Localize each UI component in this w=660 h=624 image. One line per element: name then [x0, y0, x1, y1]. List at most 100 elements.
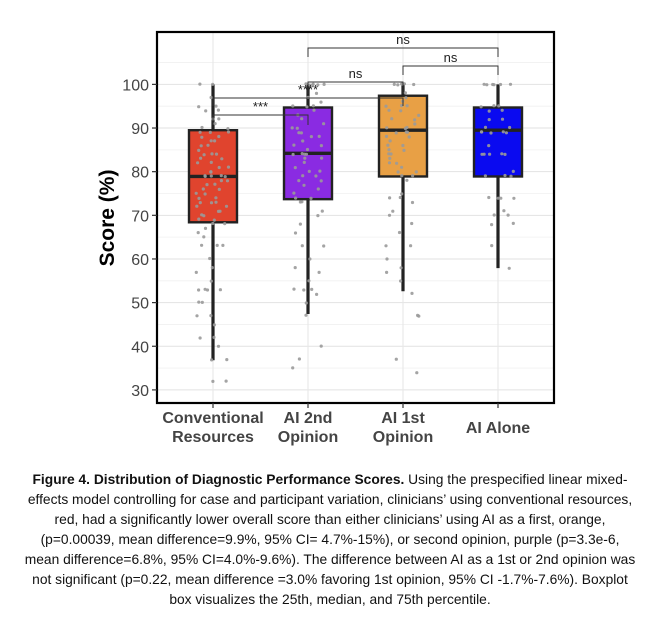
- data-point: [297, 357, 301, 361]
- data-point: [215, 243, 219, 247]
- box-plots: [187, 84, 524, 361]
- data-point: [196, 231, 200, 235]
- data-point: [500, 108, 504, 112]
- data-point: [211, 379, 215, 383]
- data-point: [212, 218, 216, 222]
- data-point: [214, 104, 218, 108]
- data-point: [316, 214, 320, 218]
- data-point: [291, 152, 295, 157]
- data-point: [319, 344, 323, 348]
- data-point: [202, 153, 206, 157]
- data-point: [290, 126, 294, 130]
- data-point: [405, 125, 409, 130]
- x-tick-label-line: Opinion: [278, 429, 338, 446]
- data-point: [400, 104, 404, 108]
- data-point: [492, 213, 496, 217]
- data-point: [210, 152, 214, 156]
- data-point: [479, 105, 483, 109]
- data-point: [304, 313, 308, 317]
- data-point: [399, 266, 403, 270]
- data-point: [305, 105, 309, 109]
- data-point: [410, 221, 414, 226]
- data-point: [318, 169, 322, 173]
- data-point: [205, 183, 209, 187]
- data-point: [511, 221, 515, 225]
- data-point: [479, 130, 484, 134]
- data-point: [491, 82, 495, 87]
- data-point: [390, 117, 394, 121]
- data-point: [221, 243, 225, 247]
- data-point: [400, 82, 404, 86]
- data-point: [400, 165, 404, 169]
- data-point: [392, 82, 396, 86]
- data-point: [314, 174, 318, 178]
- significance-bracket: [307, 81, 404, 94]
- data-point: [304, 82, 308, 86]
- data-point: [301, 174, 305, 178]
- data-point: [294, 196, 298, 200]
- y-tick-label: 30: [131, 383, 149, 400]
- data-point: [316, 187, 320, 191]
- data-point: [297, 131, 301, 135]
- data-point: [302, 288, 306, 292]
- data-point: [414, 170, 418, 174]
- data-point: [386, 143, 390, 147]
- data-point: [199, 156, 203, 160]
- data-point: [411, 174, 415, 178]
- data-point: [388, 156, 392, 160]
- data-point: [487, 109, 491, 113]
- data-point: [385, 126, 389, 130]
- data-point: [506, 213, 510, 217]
- data-point: [482, 82, 486, 86]
- data-point: [490, 223, 494, 227]
- data-point: [396, 83, 400, 87]
- data-point: [216, 344, 221, 348]
- significance-label: ns: [444, 50, 458, 65]
- data-point: [398, 195, 402, 200]
- data-point: [302, 160, 306, 164]
- data-point: [498, 82, 503, 87]
- data-point: [500, 117, 505, 121]
- data-point: [197, 105, 201, 109]
- data-point: [292, 287, 296, 291]
- data-point: [210, 358, 214, 362]
- x-tick-label-line: AI Alone: [466, 420, 530, 437]
- data-point: [225, 179, 230, 183]
- data-point: [203, 174, 207, 178]
- data-point: [219, 174, 223, 178]
- data-point: [387, 108, 391, 112]
- data-point: [194, 270, 198, 274]
- data-point: [195, 204, 199, 208]
- data-point: [197, 148, 201, 152]
- data-point: [403, 91, 407, 95]
- data-point: [396, 170, 400, 174]
- data-point: [405, 178, 409, 182]
- significance-bracket: [212, 97, 404, 106]
- data-point: [387, 148, 391, 152]
- data-point: [301, 139, 305, 143]
- x-tick-label-line: Opinion: [373, 429, 433, 446]
- data-point: [499, 196, 503, 200]
- significance-bracket: [402, 65, 499, 75]
- y-tick-label: 70: [131, 208, 149, 225]
- data-point: [400, 174, 404, 178]
- data-point: [308, 257, 312, 261]
- data-point: [417, 113, 421, 117]
- data-point: [415, 371, 419, 375]
- data-point: [480, 152, 484, 156]
- data-point: [200, 300, 204, 304]
- data-point: [292, 143, 296, 147]
- data-point: [485, 83, 489, 87]
- data-point: [413, 122, 417, 126]
- data-point: [300, 152, 304, 156]
- y-tick-label: 100: [122, 77, 149, 94]
- data-point: [404, 96, 408, 100]
- data-point: [226, 127, 230, 131]
- data-point: [293, 231, 298, 235]
- data-point: [198, 82, 202, 86]
- x-tick-label-line: AI 2nd: [284, 410, 333, 427]
- data-point: [404, 130, 408, 134]
- significance-bracket: [212, 114, 309, 125]
- data-point: [416, 313, 420, 317]
